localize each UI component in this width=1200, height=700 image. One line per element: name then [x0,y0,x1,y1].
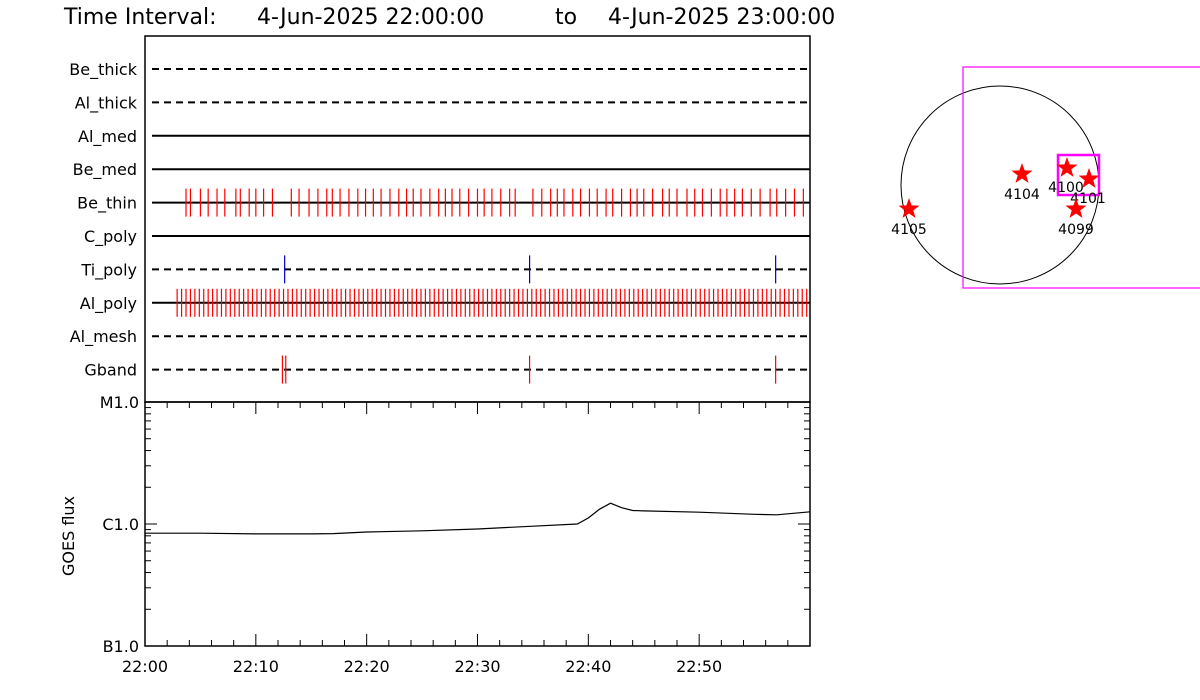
header-prefix: Time Interval: [63,5,217,30]
region-label-4101: 4101 [1070,191,1106,207]
timeline-frame [144,35,811,403]
x-tick-label: 22:40 [565,657,611,676]
goes-flux-series-line [145,502,811,535]
x-tick-label: 22:10 [233,657,279,676]
row-label-be_med: Be_med [73,160,137,180]
pointing-box-outline [1056,153,1101,197]
row-label-gband: Gband [84,361,137,380]
region-star-4100 [1056,157,1078,177]
x-tick-label: 22:20 [344,657,390,676]
y-tick-label: M1.0 [100,393,139,412]
filter-timeline-panel: Be_thick Al_thick Al_med Be_med Be_thin C_pol… [69,35,811,403]
region-label-4104: 4104 [1004,187,1040,203]
header-end-time: 4-Jun-2025 23:00:00 [608,5,835,30]
time-interval-header: Time Interval: 4-Jun-2025 22:00:00 to 4-… [63,5,835,30]
x-tick-label: 22:50 [676,657,722,676]
row-label-al_med: Al_med [78,127,137,147]
region-star-4105 [898,198,920,218]
goes-frame [144,401,811,647]
region-star-4099 [1065,198,1087,218]
row-label-ti_poly: Ti_poly [80,260,137,280]
y-tick-label: B1.0 [103,637,139,656]
row-label-al_poly: Al_poly [80,294,137,314]
region-label-4105: 4105 [891,222,927,238]
row-label-al_thick: Al_thick [75,93,138,113]
x-tick-label: 22:30 [454,657,500,676]
row-label-be_thick: Be_thick [69,60,137,80]
timeline-rows: Be_thick Al_thick Al_med Be_med Be_thin C_pol… [69,60,810,384]
region-label-4099: 4099 [1058,222,1094,238]
region-star-4104 [1011,163,1033,183]
row-label-al_mesh: Al_mesh [70,327,137,347]
region-label-4100: 4100 [1048,180,1084,196]
row-label-c_poly: C_poly [84,227,137,247]
goes-axis-labels: M1.0 C1.0 B1.022:00 22:10 22:20 22:30 22:40 22:… [100,393,722,676]
goes-flux-panel: M1.0 C1.0 B1.022:00 22:10 22:20 22:30 22:40 22:… [59,393,811,676]
instrument-fov-outline [962,66,1200,289]
goes-axis-ticks [144,401,811,647]
header-joiner: to [555,5,577,30]
goes-y-axis-label: GOES flux [59,496,78,576]
x-tick-label: 22:00 [122,657,168,676]
y-tick-label: C1.0 [102,515,139,534]
row-label-be_thin: Be_thin [77,194,137,214]
header-start-time: 4-Jun-2025 22:00:00 [257,5,484,30]
region-star-4101 [1078,168,1100,188]
